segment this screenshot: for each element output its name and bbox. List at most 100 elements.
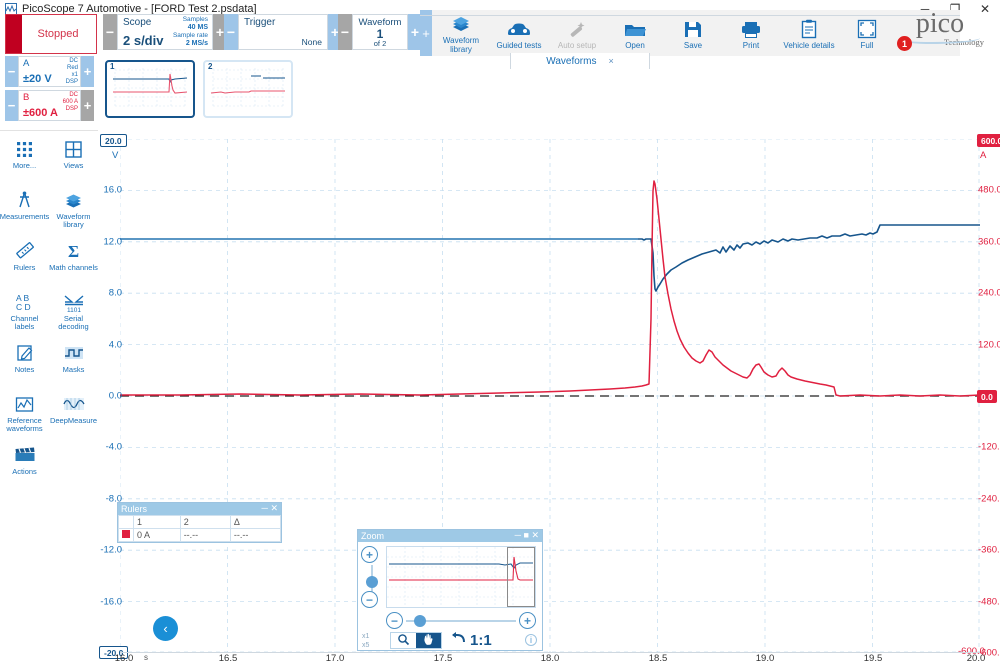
channel-a-readout[interactable]: A ±20 V DC Red x1 DSP [18,56,81,87]
tools-sidebar: More... Views Measurements [0,130,98,476]
close-icon[interactable]: ✕ [531,530,539,540]
channel-b-probe: 600 A [62,99,78,105]
toolbar-expand-button[interactable]: + [420,10,432,56]
waveform-thumbnail-2[interactable]: 2 [203,60,293,118]
waveform-next-button[interactable]: + [408,14,422,50]
sidebar-item-more[interactable]: More... [0,134,49,185]
toolbar-button-vehicle-details[interactable]: Vehicle details [780,10,838,56]
brand-name: pico [915,8,965,39]
toolbar-button-print[interactable]: Print [722,10,780,56]
trigger-decrease-button[interactable]: − [224,14,238,50]
toolbar-button-waveform-library[interactable]: Waveform library [432,10,490,56]
undo-arrow-icon[interactable] [450,631,467,649]
waveform-total: of 2 [373,39,387,48]
sidebar-item-math-channels[interactable]: Σ Math channels [49,236,98,287]
channel-a-top-marker[interactable]: 20.0 [100,134,127,147]
close-icon[interactable]: ✕ [270,503,278,513]
zoom-selection-rect[interactable] [507,547,535,607]
axis-tick: 120.0 [978,339,1000,351]
channel-a-range: ±20 V [23,73,52,85]
info-icon[interactable]: i [525,634,537,646]
scope-readout[interactable]: Scope 2 s/div Samples 40 MS Sample rate … [117,14,213,50]
zoom-horizontal-slider[interactable]: − + [386,612,536,630]
zoom-scale-labels: x1 x5 [362,632,369,650]
channel-a-color: Red [66,65,78,71]
views-grid-icon [65,137,82,161]
sidebar-item-measurements[interactable]: Measurements [0,185,49,236]
sidebar-item-reference-waveforms[interactable]: Reference waveforms [0,389,49,440]
sidebar-item-rulers[interactable]: Rulers [0,236,49,287]
toolbar-button-guided-tests[interactable]: Guided tests [490,10,548,56]
minimize-icon[interactable]: ─ [514,530,521,540]
notes-pencil-icon [16,341,34,365]
sidebar-item-masks[interactable]: Masks [49,338,98,389]
channel-b-readout[interactable]: B ±600 A DC 600 A DSP [18,90,81,121]
channel-a-increase-button[interactable]: + [81,56,94,87]
sidebar-item-views[interactable]: Views [49,134,98,185]
channel-b-zero-marker[interactable]: 0.0 [977,390,997,403]
channel-a-decrease-button[interactable]: − [5,56,18,87]
hand-tool-button[interactable] [416,633,441,648]
sidebar-item-deepmeasure[interactable]: DeepMeasure [49,389,98,440]
channel-b-control: − B ±600 A DC 600 A DSP + [5,90,94,121]
previous-waveform-button[interactable]: ‹ [153,616,178,641]
channel-b-increase-button[interactable]: + [81,90,94,121]
close-button[interactable]: ✕ [979,2,991,16]
zoom-tool-button[interactable] [391,633,416,648]
channel-a-probe: x1 [71,72,78,78]
axis-tick: 16.0 [103,184,123,196]
channel-b-top-marker[interactable]: 600.0 [977,134,1000,147]
toolbar-label: Vehicle details [783,40,835,50]
sidebar-item-actions[interactable]: Actions [0,440,49,491]
zoom-horizontal-knob[interactable] [414,615,426,627]
zoom-overview-plot[interactable] [386,546,536,608]
window-title: PicoScope 7 Automotive - [FORD Test 2.ps… [22,3,257,15]
maximize-button[interactable]: ❐ [949,2,961,16]
tab-strip: Waveforms × [420,53,960,69]
toolbar-button-save[interactable]: Save [664,10,722,56]
svg-text:C D: C D [16,302,31,311]
channel-a-meta: DC Red x1 DSP [66,58,78,86]
scope-plot[interactable] [120,139,980,653]
sidebar-item-channel-labels[interactable]: A B C D Channel labels [0,287,49,338]
rulers-panel[interactable]: Rulers ─ ✕ 1 2 Δ 0 A --.-- --.-- [117,502,282,543]
axis-tick: 0.0 [108,390,122,402]
channel-a-dsp: DSP [65,79,78,85]
scope-increase-button[interactable]: + [213,14,227,50]
minimize-button[interactable]: ─ [920,2,930,16]
status-label: Stopped [37,28,79,40]
trigger-readout[interactable]: Trigger None [238,14,328,50]
scope-decrease-button[interactable]: − [103,14,117,50]
toolbar-label: Full [860,40,874,50]
maximize-icon[interactable]: ■ [523,530,529,540]
axis-tick: 16.5 [218,653,238,664]
svg-text:Σ: Σ [68,242,79,260]
brand-swoosh [900,34,980,44]
zoom-vertical-slider[interactable]: + − [361,546,383,608]
notification-badge[interactable]: 1 [897,36,912,51]
pan-left-button[interactable]: − [386,612,403,629]
waveform-prev-button[interactable]: − [338,14,352,50]
toolbar-button-full[interactable]: Full [838,10,896,56]
close-icon[interactable]: × [608,56,614,66]
zoom-in-button[interactable]: + [361,546,378,563]
pan-right-button[interactable]: + [519,612,536,629]
run-stop-button[interactable]: Stopped [5,14,97,54]
zoom-reset-control[interactable]: 1:1 [450,631,492,649]
waveform-readout[interactable]: Waveform 1 of 2 [352,14,408,50]
waveform-thumbnail-1[interactable]: 1 [105,60,195,118]
status-color-bar [6,15,22,53]
minimize-icon[interactable]: ─ [261,503,268,513]
toolbar-button-auto-setup[interactable]: Auto setup [548,10,606,56]
zoom-horizontal-track[interactable] [406,620,516,622]
table-row[interactable]: 0 A --.-- --.-- [118,528,282,542]
zoom-panel[interactable]: Zoom ─ ■ ✕ + − [357,529,543,651]
sidebar-item-notes[interactable]: Notes [0,338,49,389]
tab-waveforms[interactable]: Waveforms × [510,53,650,69]
channel-b-decrease-button[interactable]: − [5,90,18,121]
toolbar-button-open[interactable]: Open [606,10,664,56]
sidebar-item-serial-decoding[interactable]: 1101 Serial decoding [49,287,98,338]
zoom-vertical-knob[interactable] [366,576,378,588]
sidebar-item-waveform-library[interactable]: Waveform library [49,185,98,236]
zoom-out-button[interactable]: − [361,591,378,608]
